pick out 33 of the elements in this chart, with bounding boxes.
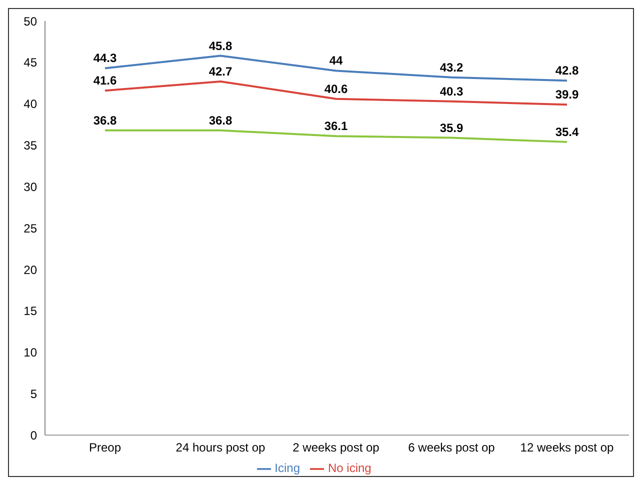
x-tick-label: Preop bbox=[88, 440, 122, 455]
y-tick-label: 10 bbox=[24, 346, 38, 360]
data-label: 40.6 bbox=[324, 82, 348, 96]
x-tick-label: 12 weeks post op bbox=[520, 440, 614, 455]
data-label: 43.2 bbox=[440, 60, 464, 74]
data-label: 36.8 bbox=[93, 113, 117, 128]
data-label: 41.6 bbox=[93, 74, 117, 88]
y-tick-label: 5 bbox=[30, 387, 38, 402]
data-label: 35.4 bbox=[555, 124, 579, 139]
y-tick-label: 50 bbox=[24, 14, 38, 28]
data-label: 44.3 bbox=[93, 51, 117, 66]
y-tick-label: 35 bbox=[24, 138, 38, 153]
x-tick-label: 6 weeks post op bbox=[408, 440, 496, 455]
data-label: 40.3 bbox=[440, 84, 464, 98]
x-tick-label: 24 hours post op bbox=[176, 440, 266, 455]
y-tick-label: 15 bbox=[24, 304, 38, 318]
data-label: 44 bbox=[329, 54, 343, 68]
x-tick-label: 2 weeks post op bbox=[292, 440, 380, 455]
data-label: 45.8 bbox=[208, 38, 232, 53]
y-tick-label: 45 bbox=[24, 56, 38, 70]
data-label: 35.9 bbox=[440, 120, 464, 135]
y-tick-label: 20 bbox=[24, 262, 38, 277]
legend-label: No icing bbox=[328, 461, 372, 476]
data-label: 36.1 bbox=[324, 119, 348, 134]
data-label: 42.7 bbox=[208, 64, 232, 78]
y-tick-label: 30 bbox=[24, 180, 38, 194]
y-tick-label: 0 bbox=[30, 428, 38, 442]
data-label: 36.8 bbox=[208, 113, 232, 128]
y-tick-label: 25 bbox=[24, 221, 38, 236]
data-label: 39.9 bbox=[555, 88, 579, 102]
legend-label: Icing bbox=[274, 461, 300, 476]
data-label: 42.8 bbox=[555, 64, 579, 78]
y-tick-label: 40 bbox=[24, 97, 38, 112]
